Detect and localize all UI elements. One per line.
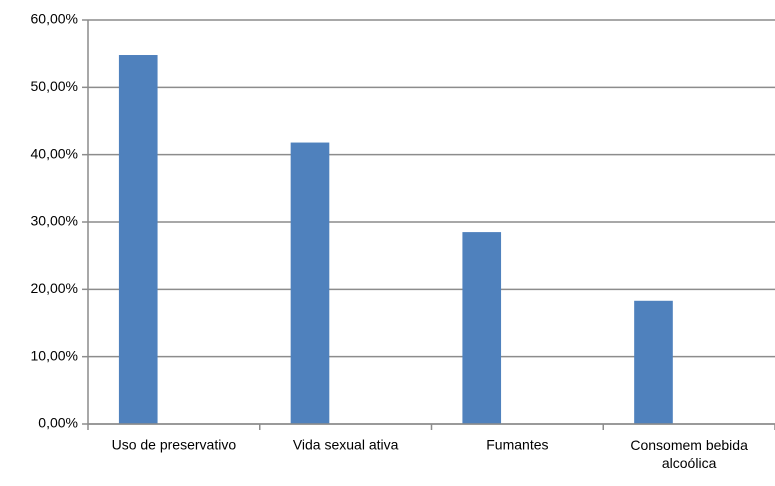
- bar: [634, 300, 673, 424]
- y-tick-label: 30,00%: [31, 213, 78, 229]
- bar: [118, 55, 158, 424]
- y-tick-label: 20,00%: [31, 280, 78, 296]
- y-tick-label: 60,00%: [31, 11, 78, 27]
- y-tick-label: 0,00%: [38, 415, 78, 431]
- x-tick-label: Fumantes: [486, 437, 548, 453]
- y-tick-label: 40,00%: [31, 145, 78, 161]
- bar: [462, 232, 502, 424]
- y-tick-label: 50,00%: [31, 78, 78, 94]
- x-tick-label: Vida sexual ativa: [293, 437, 399, 453]
- y-tick-label: 10,00%: [31, 347, 78, 363]
- x-tick-label-line: alcoólica: [662, 455, 717, 471]
- bar: [290, 142, 330, 424]
- x-tick-label-line: Consomem bebida: [630, 437, 748, 453]
- x-tick-label: Consomem bebida alcoólica: [630, 437, 748, 471]
- x-tick-label: Uso de preservativo: [112, 437, 237, 453]
